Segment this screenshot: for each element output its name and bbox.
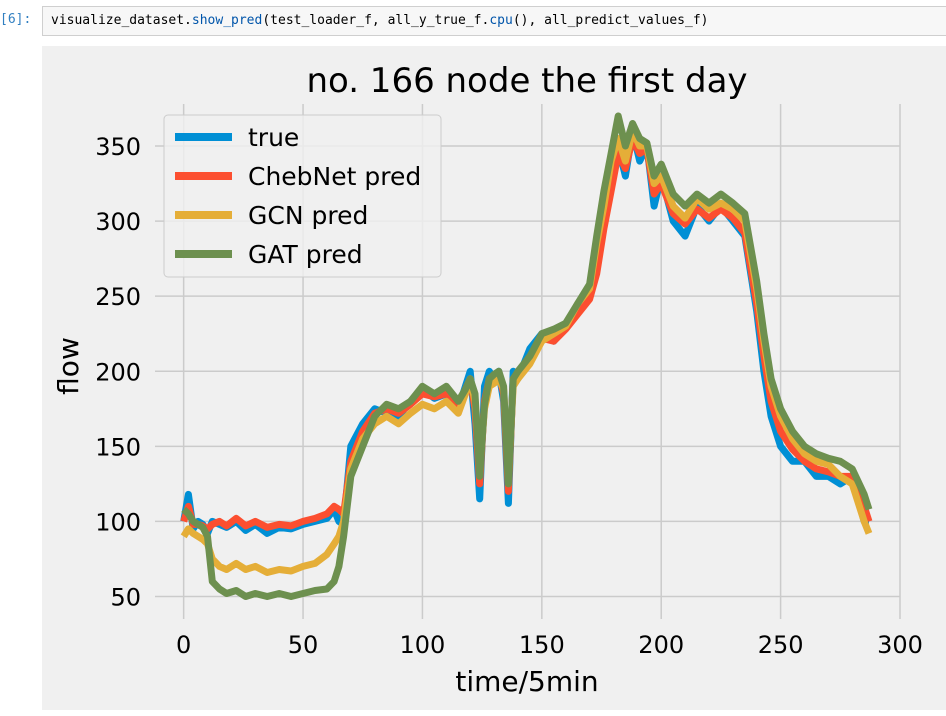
chart-title: no. 166 node the first day (306, 61, 747, 101)
y-tick-label: 100 (95, 508, 141, 536)
code-token: (test_loader_f, all_y_true_f. (262, 13, 490, 28)
series-line-3 (181, 112, 873, 600)
legend-label: GAT pred (248, 240, 363, 269)
line-chart: 0 50 100 150 200 250 300 50 100 150 200 250 300 350 n… (42, 46, 946, 710)
y-tick-label: 200 (95, 358, 141, 386)
y-tick-label: 350 (95, 133, 141, 161)
legend-box (163, 114, 442, 278)
legend-label: ChebNet pred (248, 162, 421, 191)
code-token: (), all_predict_values_f) (512, 13, 709, 28)
x-tick-label: 50 (288, 631, 319, 659)
legend-label: true (248, 123, 299, 152)
x-axis-label: time/5min (455, 665, 598, 698)
code-token: visualize_dataset. (51, 13, 192, 28)
y-tick-label: 150 (95, 433, 141, 461)
series-lines (180, 112, 873, 600)
code-line: visualize_dataset.show_pred(test_loader_… (51, 13, 708, 28)
x-tick-label: 100 (400, 631, 446, 659)
y-tick-label: 250 (95, 283, 141, 311)
x-tick-label: 150 (519, 631, 565, 659)
x-tick-label: 0 (176, 631, 191, 659)
x-tick-label: 300 (877, 631, 923, 659)
x-tick-label: 200 (638, 631, 684, 659)
y-tick-label: 50 (110, 583, 141, 611)
x-tick-label: 250 (758, 631, 804, 659)
code-input-cell[interactable]: visualize_dataset.show_pred(test_loader_… (42, 6, 946, 36)
y-tick-label: 300 (95, 208, 141, 236)
code-token: show_pred (191, 13, 263, 28)
legend-label: GCN pred (248, 201, 368, 230)
cell-prompt: [6]: (0, 12, 32, 27)
cell-output: 0 50 100 150 200 250 300 50 100 150 200 250 300 350 n… (42, 46, 946, 716)
tick-labels: 0 50 100 150 200 250 300 50 100 150 200 250 300 350 (95, 133, 923, 659)
y-axis-label: flow (52, 337, 85, 395)
legend: true ChebNet pred GCN pred GAT pred (163, 114, 442, 278)
code-token: cpu (489, 13, 513, 28)
